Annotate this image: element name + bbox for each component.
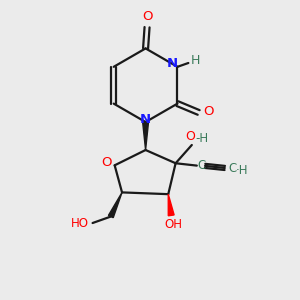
Text: O: O bbox=[142, 11, 152, 23]
Text: N: N bbox=[167, 57, 178, 70]
Text: O: O bbox=[203, 105, 214, 119]
Text: C: C bbox=[229, 162, 237, 175]
Polygon shape bbox=[142, 122, 148, 150]
Text: O: O bbox=[101, 156, 112, 169]
Text: N: N bbox=[140, 113, 151, 126]
Text: O: O bbox=[186, 130, 196, 143]
Text: OH: OH bbox=[164, 218, 182, 231]
Text: -H: -H bbox=[196, 132, 209, 145]
Text: HO: HO bbox=[71, 217, 89, 230]
Polygon shape bbox=[108, 192, 122, 218]
Text: C: C bbox=[197, 158, 206, 172]
Text: ·H: ·H bbox=[236, 164, 249, 177]
Text: H: H bbox=[191, 54, 200, 67]
Polygon shape bbox=[168, 194, 174, 216]
